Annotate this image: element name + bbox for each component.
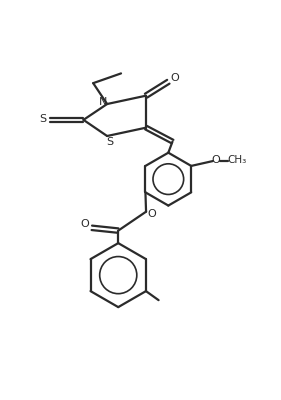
Text: O: O — [80, 220, 89, 230]
Text: N: N — [99, 97, 107, 107]
Text: O: O — [147, 210, 156, 220]
Text: S: S — [40, 114, 47, 124]
Text: CH₃: CH₃ — [228, 156, 247, 166]
Text: S: S — [106, 137, 114, 147]
Text: O: O — [212, 156, 221, 166]
Text: O: O — [170, 74, 179, 84]
